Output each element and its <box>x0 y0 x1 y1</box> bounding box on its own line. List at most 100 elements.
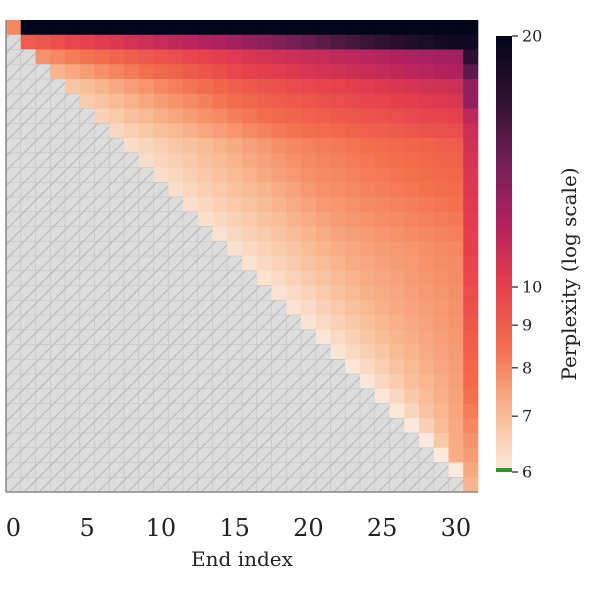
heatmap-cell <box>94 20 110 36</box>
masked-cell <box>49 196 66 213</box>
masked-cell <box>123 196 140 213</box>
masked-cell <box>123 476 140 493</box>
heatmap-cell <box>433 152 449 168</box>
masked-cell <box>300 388 317 405</box>
heatmap-cell <box>330 93 346 109</box>
heatmap-cell <box>404 138 420 154</box>
heatmap-cell <box>404 64 420 80</box>
heatmap-cell <box>463 20 479 36</box>
heatmap-cell <box>448 285 464 301</box>
masked-cell <box>344 417 361 434</box>
masked-cell <box>241 373 258 390</box>
masked-cell <box>197 314 214 331</box>
masked-cell <box>108 152 125 169</box>
masked-cell <box>35 358 51 375</box>
masked-cell <box>138 211 155 228</box>
x-axis-title: End index <box>191 547 294 571</box>
heatmap-cell <box>315 329 331 345</box>
heatmap-cell <box>315 34 331 50</box>
masked-cell <box>5 137 22 154</box>
masked-cell <box>49 299 66 316</box>
masked-cell <box>79 137 96 154</box>
masked-cell <box>5 78 22 95</box>
masked-cell <box>5 63 22 80</box>
masked-cell <box>49 344 66 360</box>
masked-cell <box>35 167 51 183</box>
masked-cell <box>64 358 81 375</box>
heatmap-cell <box>301 79 317 95</box>
masked-cell <box>108 432 125 449</box>
masked-cell <box>35 137 51 154</box>
heatmap-cell <box>345 344 361 360</box>
heatmap-cell <box>433 226 449 242</box>
heatmap-cell <box>419 34 435 50</box>
masked-cell <box>79 226 96 242</box>
masked-cell <box>256 432 273 449</box>
masked-cell <box>212 285 228 301</box>
heatmap-cell <box>463 93 479 109</box>
heatmap-cell <box>138 152 154 168</box>
heatmap-cell <box>330 123 346 139</box>
masked-cell <box>344 432 361 449</box>
heatmap-cell <box>419 167 435 183</box>
masked-cell <box>49 211 66 228</box>
masked-cell <box>212 329 228 346</box>
masked-cell <box>197 240 214 257</box>
heatmap-cell <box>197 64 213 80</box>
heatmap-cell <box>360 123 376 139</box>
heatmap-cell <box>419 93 435 109</box>
heatmap-cell <box>419 300 435 316</box>
masked-cell <box>35 255 51 272</box>
heatmap-cell <box>374 374 390 390</box>
masked-cell <box>138 373 155 390</box>
heatmap-cell <box>433 418 449 434</box>
masked-cell <box>79 373 96 390</box>
heatmap-cell <box>301 49 317 65</box>
heatmap-cell <box>256 34 272 50</box>
heatmap-cell <box>256 108 272 124</box>
heatmap-cell <box>168 152 184 168</box>
masked-cell <box>285 344 302 360</box>
masked-cell <box>35 285 51 301</box>
heatmap-cell <box>315 270 331 286</box>
heatmap-cell <box>271 285 287 301</box>
heatmap-cell <box>79 79 95 95</box>
masked-cell <box>226 417 243 434</box>
heatmap-cell <box>94 64 110 80</box>
masked-cell <box>79 152 96 169</box>
heatmap-cell <box>463 79 479 95</box>
masked-cell <box>241 462 258 478</box>
masked-cell <box>197 447 214 464</box>
masked-cell <box>212 255 228 272</box>
heatmap-cells <box>5 20 479 493</box>
heatmap-cell <box>197 79 213 95</box>
masked-cell <box>153 403 169 419</box>
masked-cell <box>138 181 155 198</box>
masked-cell <box>256 358 273 375</box>
masked-cell <box>94 285 110 301</box>
heatmap-cell <box>360 20 376 36</box>
heatmap-cell <box>419 226 435 242</box>
heatmap-cell <box>256 197 272 213</box>
heatmap-cell <box>301 226 317 242</box>
masked-cell <box>226 462 243 478</box>
masked-cell <box>256 373 273 390</box>
heatmap-cell <box>153 20 169 36</box>
masked-cell <box>153 299 169 316</box>
heatmap-cell <box>271 211 287 227</box>
heatmap-cell <box>374 300 390 316</box>
heatmap-cell <box>389 49 405 65</box>
heatmap-cell <box>404 256 420 272</box>
heatmap-cell <box>301 197 317 213</box>
heatmap-cell <box>389 388 405 404</box>
masked-cell <box>94 447 110 464</box>
heatmap-cell <box>50 49 66 65</box>
masked-cell <box>20 403 37 419</box>
plot-frame <box>5 20 478 493</box>
heatmap-cell <box>315 197 331 213</box>
masked-cell <box>300 447 317 464</box>
heatmap-cell <box>463 123 479 139</box>
masked-cell <box>167 255 184 272</box>
heatmap-cell <box>138 34 154 50</box>
heatmap-cell <box>138 49 154 65</box>
